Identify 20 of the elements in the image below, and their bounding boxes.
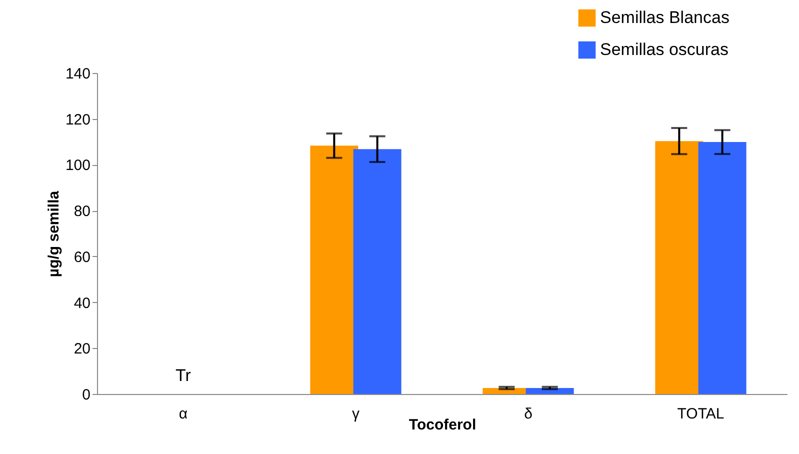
x-axis-title: Tocoferol [408,416,476,434]
bar [698,142,746,394]
y-tick-label: 20 [74,340,90,358]
x-tick-label: α [178,406,188,422]
y-tick-label: 100 [65,157,90,174]
bar [353,149,402,394]
x-tick-label: TOTAL [677,406,724,422]
x-tick-label: γ [352,406,360,422]
y-tick-label: 80 [74,203,90,220]
annotation: Tr [176,366,192,385]
y-tick-label: 120 [65,111,90,128]
y-tick-label: 140 [65,66,90,82]
bar [310,146,358,394]
y-axis-title: µg/g semilla [45,190,62,278]
legend-label: Semillas Blancas [600,8,730,27]
y-tick-label: 60 [74,248,90,266]
y-tick-label: 40 [74,294,90,312]
y-tick-label: 0 [82,386,90,404]
legend-label: Semillas oscuras [600,40,728,59]
x-tick-label: δ [524,406,532,422]
